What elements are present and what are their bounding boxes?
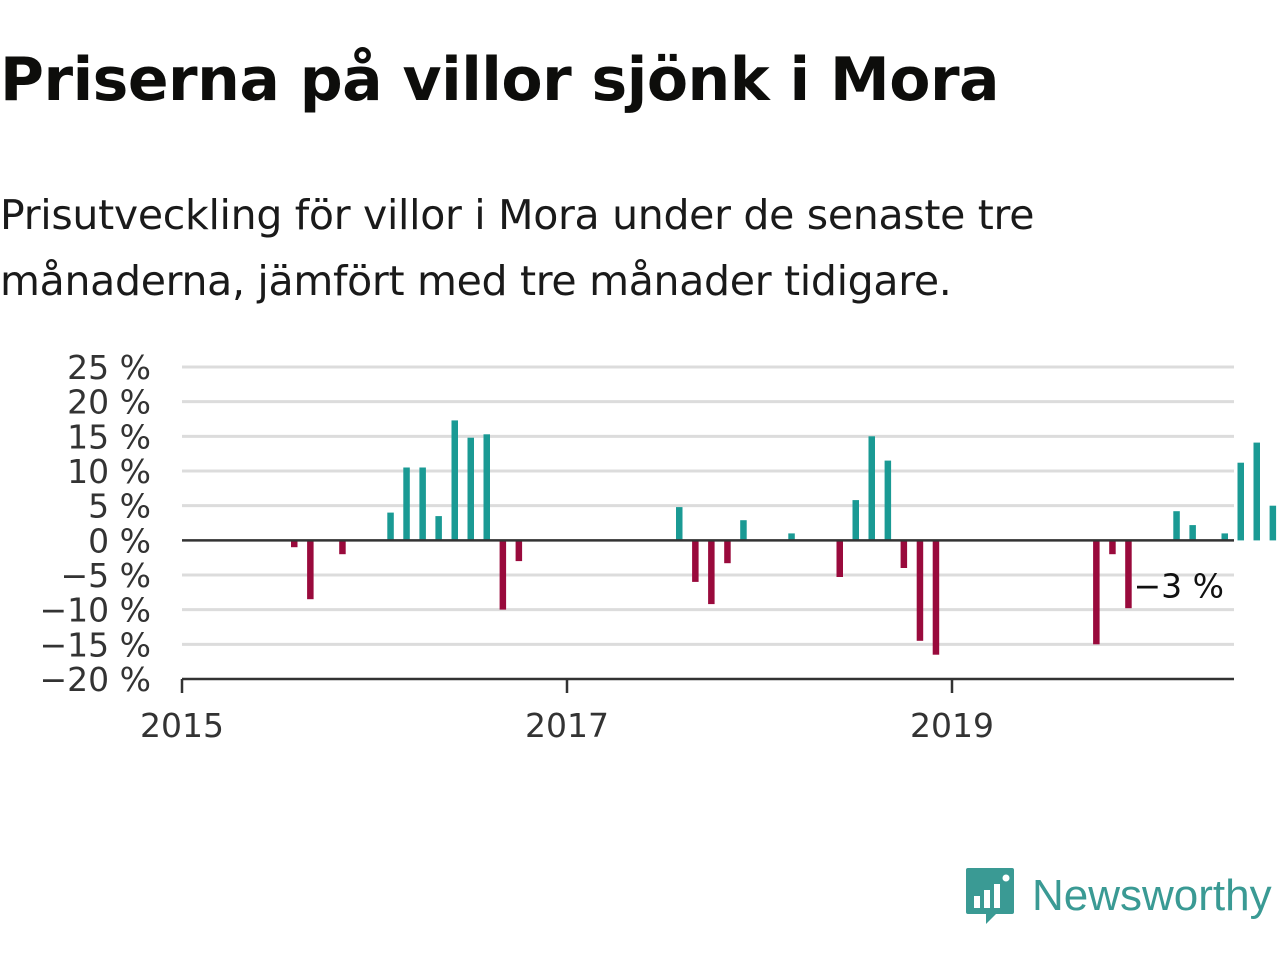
y-axis: 25 %20 %15 %10 %5 %0 %−5 %−10 %−15 %−20 … bbox=[40, 348, 152, 699]
bar bbox=[900, 540, 908, 568]
brand-name: Newsworthy bbox=[1032, 871, 1272, 920]
axes bbox=[182, 539, 1234, 681]
bar bbox=[740, 520, 747, 541]
x-tick-label: 2015 bbox=[140, 706, 224, 745]
bar bbox=[467, 437, 474, 541]
y-tick-label: 10 % bbox=[67, 452, 151, 491]
y-tick-label: 25 % bbox=[67, 348, 151, 387]
bar-chart: 25 %20 %15 %10 %5 %0 %−5 %−10 %−15 %−20 … bbox=[40, 348, 1277, 745]
bar bbox=[1109, 540, 1116, 555]
bar bbox=[1253, 442, 1260, 541]
bar bbox=[692, 540, 699, 582]
bar bbox=[403, 467, 410, 541]
y-tick-label: 20 % bbox=[67, 383, 151, 422]
bar bbox=[868, 436, 875, 541]
annotation: −3 % bbox=[1134, 566, 1225, 605]
bar bbox=[676, 507, 683, 541]
x-axis: 201520172019202120232025 bbox=[140, 679, 994, 745]
bar bbox=[1173, 511, 1180, 541]
bars bbox=[291, 420, 1277, 655]
y-tick-label: 15 % bbox=[67, 417, 151, 456]
bar bbox=[836, 540, 843, 577]
x-tick-label: 2019 bbox=[910, 706, 994, 745]
bar bbox=[1093, 540, 1100, 645]
y-tick-label: 0 % bbox=[88, 521, 151, 560]
bar bbox=[1269, 505, 1277, 541]
bar bbox=[1189, 525, 1196, 541]
bar bbox=[916, 540, 924, 641]
bar bbox=[499, 540, 507, 610]
bar bbox=[932, 540, 940, 655]
bar bbox=[483, 434, 490, 541]
x-tick-label: 2017 bbox=[525, 706, 609, 745]
grid-lines bbox=[182, 365, 1234, 646]
annotation-label: −3 % bbox=[1134, 566, 1225, 605]
newsworthy-logo-icon bbox=[966, 868, 1014, 924]
bar bbox=[708, 540, 715, 605]
y-tick-label: 5 % bbox=[88, 487, 151, 526]
bar bbox=[451, 420, 458, 541]
bar bbox=[1125, 540, 1132, 609]
bar bbox=[1237, 462, 1244, 541]
y-tick-label: −15 % bbox=[40, 625, 152, 664]
y-tick-label: −5 % bbox=[61, 556, 152, 595]
y-tick-label: −20 % bbox=[40, 660, 152, 699]
bar bbox=[435, 516, 442, 541]
bar bbox=[307, 540, 314, 600]
bar bbox=[724, 540, 731, 564]
y-tick-label: −10 % bbox=[40, 591, 152, 630]
bar bbox=[339, 540, 346, 555]
bar bbox=[291, 540, 298, 548]
bar bbox=[788, 533, 795, 541]
bar bbox=[852, 500, 859, 541]
chart-title: Priserna på villor sjönk i Mora bbox=[0, 45, 1000, 115]
brand-logo: Newsworthy bbox=[964, 866, 1272, 926]
bar bbox=[419, 467, 426, 541]
bar bbox=[1221, 533, 1228, 541]
chart-subtitle: Prisutveckling för villor i Mora under d… bbox=[0, 191, 1035, 305]
bar bbox=[884, 460, 892, 541]
bar bbox=[387, 512, 394, 541]
bar bbox=[515, 540, 523, 562]
